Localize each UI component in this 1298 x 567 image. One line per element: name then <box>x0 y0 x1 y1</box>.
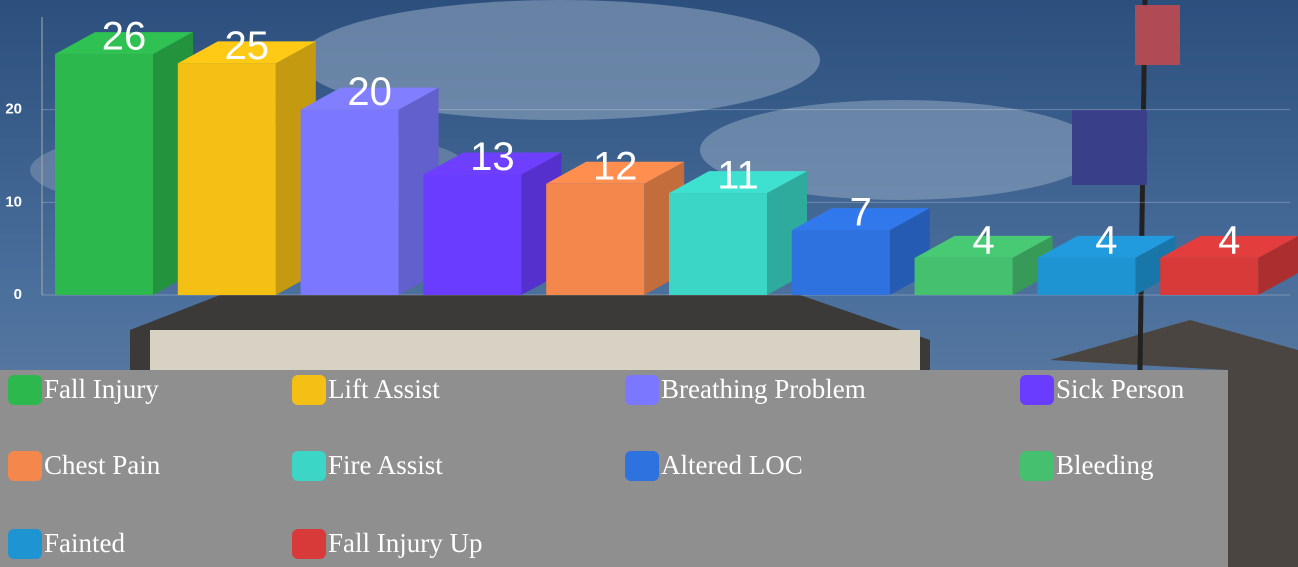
value-label: 7 <box>850 191 872 235</box>
flag <box>1135 5 1180 65</box>
building <box>150 330 920 370</box>
value-label: 4 <box>1095 218 1117 262</box>
bar-top <box>791 208 930 231</box>
bar <box>791 208 930 295</box>
legend-label: Fall Injury Up <box>328 528 483 558</box>
bar <box>300 87 439 296</box>
y-tick-label: 20 <box>5 101 22 118</box>
legend-swatch <box>292 451 326 481</box>
bar-top <box>300 87 439 110</box>
bar <box>1160 235 1298 295</box>
bar <box>423 152 562 295</box>
value-label: 26 <box>102 15 147 59</box>
value-label: 11 <box>717 154 759 198</box>
bar-front <box>423 174 522 295</box>
bar-side <box>1258 236 1298 295</box>
bar-front <box>55 54 153 295</box>
bar-side <box>1135 235 1176 295</box>
legend-label: Breathing Problem <box>661 374 866 404</box>
legend-label: Sick Person <box>1056 374 1185 404</box>
bar-top <box>1037 235 1176 258</box>
legend-label: Fall Injury <box>44 374 159 404</box>
bar <box>669 171 807 295</box>
bar-top <box>55 32 193 55</box>
value-label: 13 <box>470 135 515 179</box>
bar-top <box>423 152 562 175</box>
y-tick-label: 10 <box>5 193 22 210</box>
building-right <box>1050 320 1298 567</box>
legend-swatch <box>292 529 326 559</box>
legend-swatch <box>1020 375 1054 405</box>
legend-swatch <box>625 451 659 481</box>
value-label: 25 <box>225 24 270 68</box>
bar <box>546 161 685 295</box>
bar-top <box>177 41 316 64</box>
legend-label: Lift Assist <box>328 374 440 404</box>
value-label: 4 <box>972 218 994 262</box>
bar-front <box>546 183 645 295</box>
bar-side <box>1012 235 1053 295</box>
bar-top <box>914 235 1053 258</box>
legend-swatch <box>8 529 42 559</box>
legend-label: Fainted <box>44 528 125 558</box>
bar <box>1037 235 1176 295</box>
bar <box>177 41 316 296</box>
legend-swatch <box>1020 451 1054 481</box>
bar-top <box>1160 235 1298 258</box>
bar-front <box>177 63 276 296</box>
legend-swatch <box>8 451 42 481</box>
legend-swatch <box>8 375 42 405</box>
value-label: 12 <box>593 144 638 188</box>
bar-front <box>791 230 890 295</box>
bar-front <box>300 109 399 296</box>
bar-front <box>1037 257 1136 295</box>
legend-label: Fire Assist <box>328 450 443 480</box>
bar-front <box>669 193 767 295</box>
legend-label: Chest Pain <box>44 450 161 480</box>
y-tick-label: 0 <box>14 286 22 303</box>
value-label: 4 <box>1218 218 1240 262</box>
bar-top <box>546 161 685 184</box>
value-label: 20 <box>347 70 392 114</box>
bar-front <box>1160 257 1259 295</box>
flag <box>1072 110 1147 185</box>
legend-swatch <box>292 375 326 405</box>
bar-front <box>914 257 1013 295</box>
legend-label: Bleeding <box>1056 450 1153 480</box>
bar-top <box>669 171 807 194</box>
bar <box>55 32 193 296</box>
legend-label: Altered LOC <box>661 450 803 480</box>
bar <box>914 235 1053 295</box>
legend-swatch <box>625 375 659 405</box>
